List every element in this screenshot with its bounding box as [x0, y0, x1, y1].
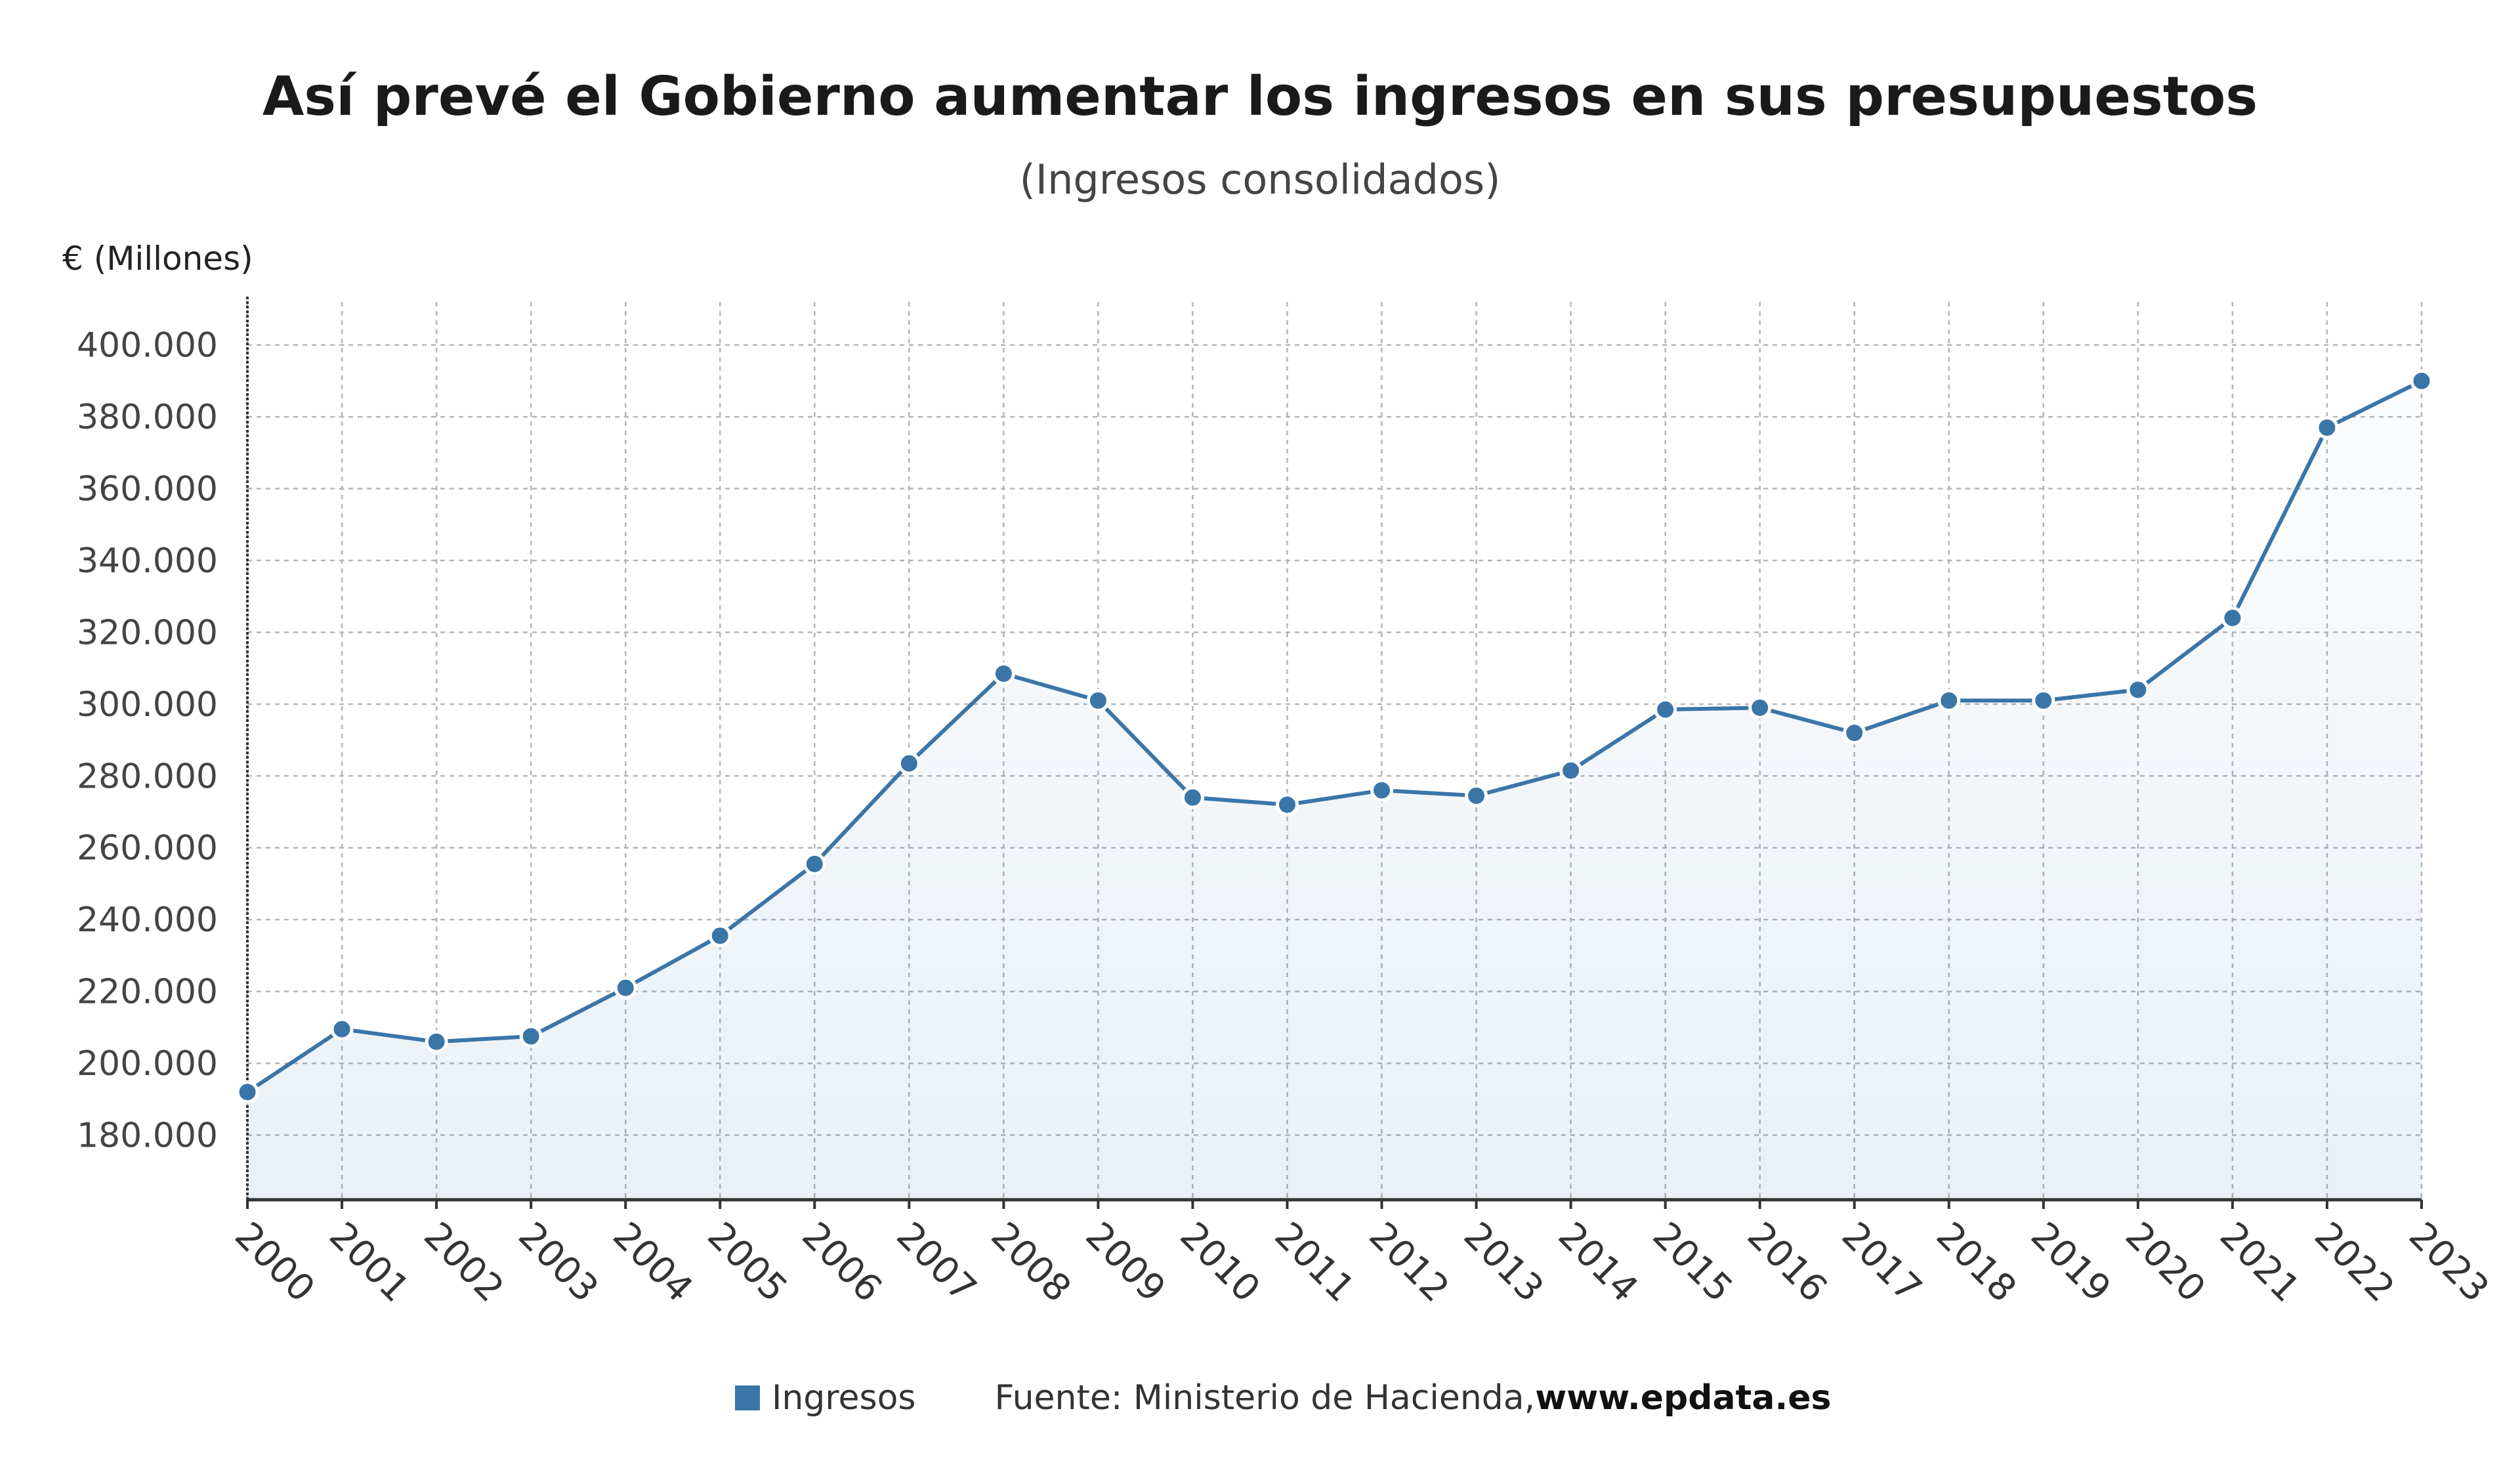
x-tick-label: 2018: [1928, 1214, 2025, 1311]
data-point[interactable]: [2410, 369, 2433, 392]
data-point[interactable]: [2221, 606, 2244, 630]
x-tick-label: 2017: [1834, 1214, 1930, 1311]
x-tick-label: 2008: [982, 1214, 1079, 1311]
legend: Ingresos Fuente: Ministerio de Hacienda,…: [735, 1375, 1831, 1421]
data-point[interactable]: [1086, 688, 1110, 712]
data-point[interactable]: [1937, 688, 1961, 712]
data-point[interactable]: [992, 662, 1015, 685]
y-tick-label: 240.000: [77, 900, 218, 940]
x-tick-label: 2000: [226, 1214, 323, 1311]
data-point[interactable]: [425, 1030, 448, 1053]
data-point[interactable]: [1559, 759, 1583, 782]
x-tick-label: 2007: [888, 1214, 984, 1311]
data-point[interactable]: [2126, 678, 2150, 702]
data-point[interactable]: [330, 1017, 354, 1041]
y-tick-label: 260.000: [77, 829, 218, 868]
x-tick-label: 2013: [1456, 1214, 1552, 1311]
x-tick-label: 2005: [699, 1214, 795, 1311]
y-tick-label: 340.000: [77, 541, 218, 581]
data-point[interactable]: [708, 924, 732, 948]
data-point[interactable]: [803, 852, 826, 876]
x-tick-label: 2014: [1550, 1214, 1647, 1311]
x-tick-label: 2009: [1077, 1214, 1173, 1311]
y-tick-label: 200.000: [77, 1044, 218, 1084]
data-point[interactable]: [614, 976, 637, 1000]
legend-series-label: Ingresos: [772, 1378, 916, 1418]
x-tick-label: 2015: [1645, 1214, 1741, 1311]
data-point[interactable]: [1465, 784, 1488, 807]
y-tick-label: 180.000: [77, 1116, 218, 1156]
series-line-ingresos: [246, 379, 2423, 1094]
legend-swatch: [735, 1385, 760, 1410]
data-point[interactable]: [1843, 721, 1866, 745]
series-area-ingresos: [247, 381, 2422, 1200]
x-tick-label: 2016: [1739, 1214, 1836, 1311]
y-tick-label: 360.000: [77, 470, 218, 509]
y-tick-label: 300.000: [77, 685, 218, 725]
x-tick-label: 2001: [321, 1214, 417, 1311]
x-tick-label: 2020: [2117, 1214, 2214, 1311]
data-point[interactable]: [897, 751, 921, 775]
x-tick-label: 2003: [510, 1214, 606, 1311]
x-tick-label: 2004: [604, 1214, 701, 1311]
y-tick-label: 280.000: [77, 757, 218, 796]
data-point[interactable]: [1654, 698, 1677, 721]
data-point[interactable]: [2315, 416, 2339, 440]
x-tick-label: 2019: [2023, 1214, 2119, 1311]
y-tick-label: 400.000: [77, 326, 218, 366]
x-tick-label: 2021: [2212, 1214, 2308, 1311]
x-tick-label: 2010: [1172, 1214, 1269, 1311]
chart-subtitle: (Ingresos consolidados): [1019, 156, 1501, 203]
x-tick-label: 2011: [1267, 1214, 1363, 1311]
x-tick-label: 2002: [415, 1214, 512, 1311]
y-tick-label: 220.000: [77, 973, 218, 1012]
data-point[interactable]: [1181, 786, 1204, 809]
data-point[interactable]: [519, 1025, 543, 1048]
source-link[interactable]: www.epdata.es: [1535, 1378, 1832, 1418]
y-tick-label: 380.000: [77, 398, 218, 437]
y-tick-label: 320.000: [77, 613, 218, 652]
data-point[interactable]: [1275, 793, 1299, 816]
data-point[interactable]: [236, 1080, 259, 1104]
data-point[interactable]: [1370, 778, 1394, 802]
x-tick-label: 2023: [2401, 1214, 2497, 1311]
x-tick-label: 2006: [793, 1214, 890, 1311]
x-tick-label: 2022: [2306, 1214, 2403, 1311]
source-text: Fuente: Ministerio de Hacienda,: [994, 1378, 1536, 1418]
y-axis-unit-label: € (Millones): [62, 240, 253, 278]
data-point[interactable]: [2032, 688, 2055, 712]
data-point[interactable]: [1748, 696, 1772, 719]
chart-title: Así prevé el Gobierno aumentar los ingre…: [262, 66, 2258, 128]
x-tick-label: 2012: [1361, 1214, 1458, 1311]
